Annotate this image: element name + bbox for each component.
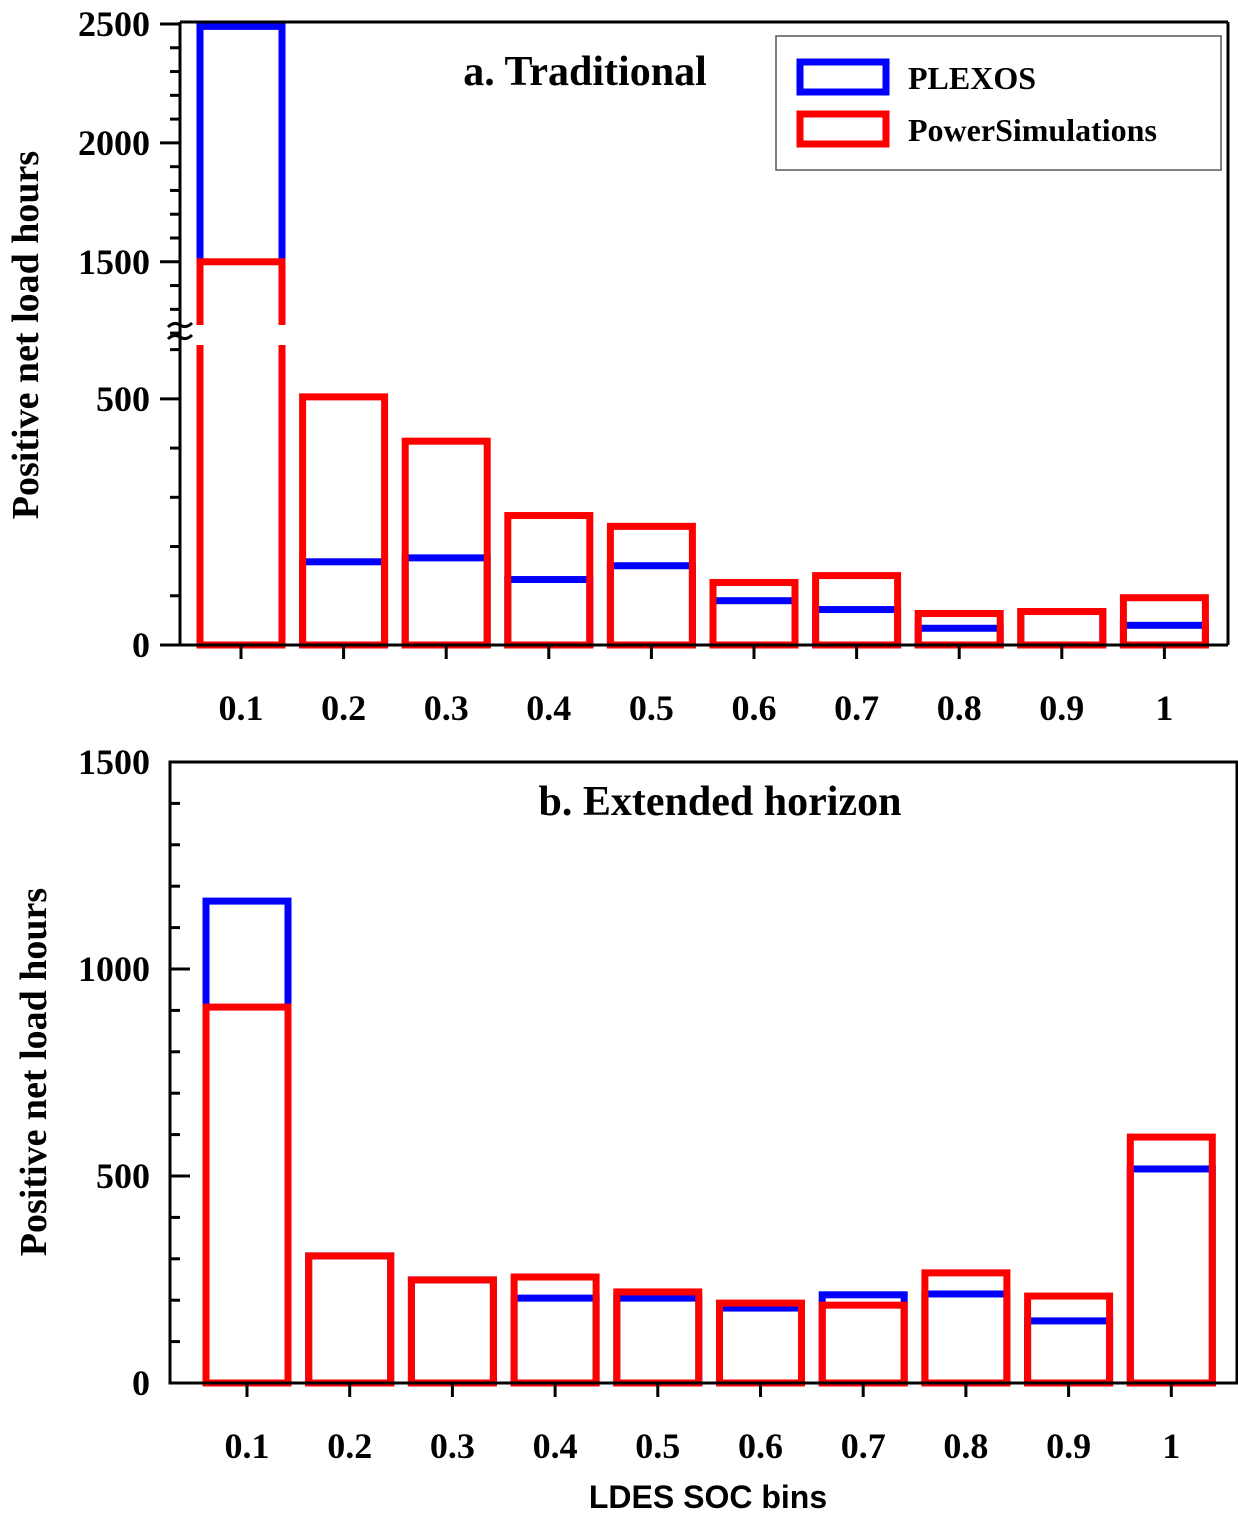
- x-tick-label: 0.5: [629, 688, 674, 728]
- bar-powersimulations-0.6: [709, 578, 799, 649]
- bar-plexos-0.5: [613, 1294, 703, 1387]
- panel-a-title: a. Traditional: [463, 49, 707, 95]
- bar-plexos-0.6: [709, 597, 799, 649]
- plot-frame: [168, 760, 1238, 1385]
- bar-plexos-0.2: [305, 1252, 395, 1387]
- bar-powersimulations-0.7: [818, 1301, 908, 1387]
- panel-b-title: b. Extended horizon: [539, 779, 902, 825]
- panel-b-xlabel: LDES SOC bins: [589, 1479, 827, 1515]
- x-tick-label: 0.3: [424, 688, 469, 728]
- bar-powersimulations-0.3: [401, 437, 491, 649]
- x-tick-label: 0.9: [1039, 688, 1084, 728]
- bar-powersimulations-0.1: [196, 258, 286, 649]
- legend-box: [775, 35, 1222, 171]
- bar-plexos-1: [1126, 1165, 1216, 1387]
- bar-plexos-0.2: [299, 558, 389, 649]
- x-tick-label: 0.8: [943, 1426, 988, 1466]
- x-tick-label: 0.8: [937, 688, 982, 728]
- x-tick-label: 0.4: [533, 1426, 578, 1466]
- x-tick-label: 0.4: [526, 688, 571, 728]
- legend-swatch-plexos: [796, 58, 890, 96]
- x-tick-label: 0.5: [635, 1426, 680, 1466]
- bar-plexos-0.3: [401, 554, 491, 649]
- x-tick-label: 0.6: [732, 688, 777, 728]
- y-tick-label: 2500: [78, 4, 150, 44]
- x-tick-label: 1: [1155, 688, 1173, 728]
- y-tick-label: 1500: [78, 242, 150, 282]
- x-tick-label: 0.3: [430, 1426, 475, 1466]
- x-tick-label: 0.1: [225, 1426, 270, 1466]
- bar-powersimulations-0.2: [299, 393, 389, 649]
- bar-powersimulations-0.9: [1017, 608, 1107, 649]
- axis-break-icon: [166, 321, 194, 341]
- x-tick-label: 0.2: [321, 688, 366, 728]
- legend-label-powersimulations: PowerSimulations: [908, 112, 1157, 148]
- bar-powersimulations-0.8: [921, 1269, 1011, 1387]
- bar-plexos-0.9: [1024, 1317, 1114, 1387]
- bar-plexos-0.4: [504, 576, 594, 649]
- axis-break-gap: [184, 325, 384, 345]
- bar-plexos-0.9: [1017, 608, 1107, 649]
- bar-powersimulations-1: [1126, 1133, 1216, 1387]
- legend-swatch-powersimulations: [796, 110, 890, 148]
- x-tick-label: 0.1: [219, 688, 264, 728]
- y-tick-label: 1000: [78, 949, 150, 989]
- panel-a-ylabel: Positive net load hours: [5, 151, 47, 519]
- x-tick-label: 0.9: [1046, 1426, 1091, 1466]
- x-tick-label: 0.6: [738, 1426, 783, 1466]
- y-tick-label: 1500: [78, 742, 150, 782]
- panel-b-ylabel: Positive net load hours: [13, 888, 55, 1256]
- y-tick-label: 500: [96, 1156, 150, 1196]
- bar-powersimulations-0.9: [1024, 1292, 1114, 1387]
- bar-plexos-0.6: [716, 1304, 805, 1387]
- x-tick-label: 0.7: [841, 1426, 886, 1466]
- bar-powersimulations-0.5: [606, 522, 696, 649]
- bar-plexos-0.1: [202, 897, 292, 1387]
- legend-label-plexos: PLEXOS: [908, 60, 1036, 96]
- bar-plexos-0.4: [510, 1294, 600, 1387]
- bar-plexos-0.8: [921, 1290, 1011, 1387]
- bar-plexos-0.7: [812, 606, 902, 649]
- bar-plexos-0.3: [407, 1276, 497, 1387]
- bar-powersimulations-1: [1119, 594, 1209, 649]
- x-tick-label: 0.2: [327, 1426, 372, 1466]
- bar-powersimulations-0.6: [716, 1299, 805, 1387]
- bar-powersimulations-0.3: [407, 1276, 497, 1387]
- x-tick-label: 1: [1162, 1426, 1180, 1466]
- panel-a-traditional: a. Traditional Positive net load hours P…: [5, 4, 1230, 728]
- bar-powersimulations-0.2: [305, 1252, 395, 1387]
- panel-b-extended-horizon: b. Extended horizon Positive net load ho…: [13, 742, 1238, 1515]
- y-tick-label: 2000: [78, 123, 150, 163]
- bar-plexos-0.5: [606, 562, 696, 649]
- bar-powersimulations-0.4: [510, 1273, 600, 1387]
- y-tick-label: 0: [132, 1363, 150, 1403]
- x-tick-label: 0.7: [834, 688, 879, 728]
- y-tick-label: 500: [96, 379, 150, 419]
- bar-powersimulations-0.5: [613, 1288, 703, 1387]
- bar-powersimulations-0.1: [202, 1003, 292, 1387]
- legend: PLEXOS PowerSimulations: [775, 35, 1222, 171]
- y-tick-label: 0: [132, 625, 150, 665]
